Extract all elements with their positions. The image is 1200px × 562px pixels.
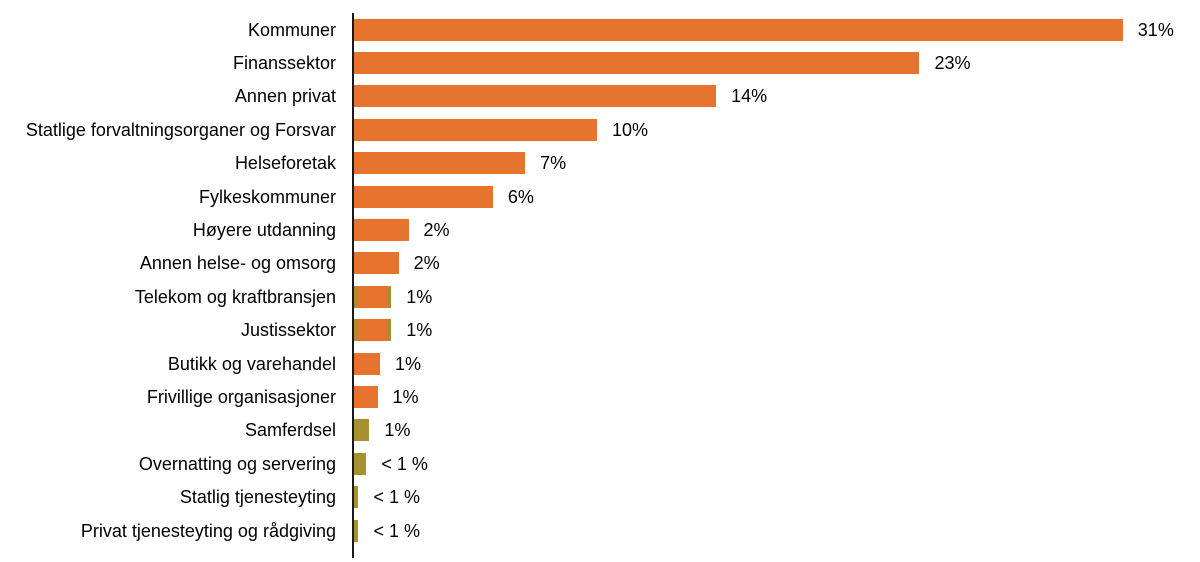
- category-label: Samferdsel: [244, 420, 336, 441]
- chart-row: Privat tjenesteyting og rådgiving < 1 %: [0, 513, 1200, 548]
- chart-row: Høyere utdanning 2%: [0, 213, 1200, 247]
- bar-area: < 1 %: [354, 486, 1200, 509]
- axis-tick: [352, 413, 354, 448]
- category-label: Overnatting og servering: [138, 453, 336, 474]
- axis-tick: [352, 46, 354, 80]
- axis-tick: [352, 179, 354, 214]
- bar-area: 2%: [354, 219, 1200, 242]
- bar: [354, 52, 920, 75]
- category-label: Kommuner: [247, 19, 336, 40]
- bar: [354, 519, 359, 542]
- value-label: < 1 %: [373, 520, 420, 541]
- value-label: 2%: [413, 253, 440, 274]
- value-label: 14%: [731, 86, 768, 107]
- category-label: Justissektor: [240, 320, 336, 341]
- chart-row: Samferdsel 1%: [0, 413, 1200, 448]
- chart-row: Statlige forvaltningsorganer og Forsvar 1…: [0, 113, 1200, 147]
- chart-row: Fylkeskommuner 6%: [0, 179, 1200, 214]
- axis-tick: [352, 146, 354, 180]
- category-label: Telekom og kraftbransjen: [134, 286, 336, 307]
- bar: [354, 219, 409, 242]
- chart-row: Butikk og varehandel 1%: [0, 346, 1200, 381]
- chart-row: Annen privat 14%: [0, 79, 1200, 114]
- axis-tick: [352, 380, 354, 414]
- chart-row: Finanssektor 23%: [0, 46, 1200, 80]
- category-label: Annen helse- og omsorg: [139, 253, 336, 274]
- axis-tick: [352, 313, 354, 347]
- bar-area: 1%: [354, 419, 1200, 442]
- bar-area: < 1 %: [354, 519, 1200, 542]
- axis-bottom-stub: [352, 547, 354, 559]
- bar: [354, 319, 392, 342]
- value-label: 1%: [392, 386, 419, 407]
- axis-tick: [352, 246, 354, 281]
- bar-area: 10%: [354, 118, 1200, 141]
- bar: [354, 85, 717, 108]
- bar-area: 14%: [354, 85, 1200, 108]
- value-label: 23%: [934, 53, 971, 74]
- bar: [354, 352, 381, 375]
- bar-area: 1%: [354, 385, 1200, 408]
- value-label: < 1 %: [381, 453, 428, 474]
- chart-row: Statlig tjenesteyting < 1 %: [0, 480, 1200, 514]
- chart-row: Frivillige organisasjoner 1%: [0, 380, 1200, 414]
- bar: [354, 118, 598, 141]
- bar-area: 23%: [354, 52, 1200, 75]
- value-label: 6%: [507, 186, 534, 207]
- bar: [354, 252, 399, 275]
- bar-area: 1%: [354, 285, 1200, 308]
- value-label: < 1 %: [373, 487, 420, 508]
- category-label: Statlig tjenesteyting: [179, 487, 336, 508]
- axis-tick: [352, 513, 354, 548]
- bar: [354, 18, 1123, 41]
- axis-tick: [352, 480, 354, 514]
- value-label: 1%: [395, 353, 422, 374]
- value-label: 10%: [612, 119, 649, 140]
- axis-tick: [352, 113, 354, 147]
- chart-row: Overnatting og servering < 1 %: [0, 447, 1200, 481]
- category-label: Butikk og varehandel: [167, 353, 336, 374]
- bar-area: 1%: [354, 352, 1200, 375]
- value-label: 1%: [406, 286, 433, 307]
- bar-area: 31%: [354, 18, 1200, 41]
- category-label: Fylkeskommuner: [198, 186, 336, 207]
- bar: [354, 385, 378, 408]
- category-label: Helseforetak: [234, 153, 336, 174]
- chart-row: Justissektor 1%: [0, 313, 1200, 347]
- bar-area: 1%: [354, 319, 1200, 342]
- bar-area: 7%: [354, 152, 1200, 175]
- axis-tick: [352, 79, 354, 114]
- bar: [354, 486, 359, 509]
- axis-tick: [352, 346, 354, 381]
- bar-area: 6%: [354, 185, 1200, 208]
- axis-tick: [352, 447, 354, 481]
- value-label: 7%: [540, 153, 567, 174]
- category-label: Annen privat: [234, 86, 336, 107]
- bar: [354, 185, 493, 208]
- bar: [354, 285, 392, 308]
- axis-tick: [352, 280, 354, 314]
- value-label: 1%: [384, 420, 411, 441]
- value-label: 31%: [1137, 19, 1174, 40]
- bar-area: 2%: [354, 252, 1200, 275]
- axis-tick: [352, 13, 354, 47]
- category-label: Frivillige organisasjoner: [146, 386, 336, 407]
- chart-row: Helseforetak 7%: [0, 146, 1200, 180]
- bar: [354, 152, 526, 175]
- chart-rows: Kommuner 31% Finanssektor 23% Annen privat 14…: [0, 13, 1200, 548]
- bar-area: < 1 %: [354, 452, 1200, 475]
- category-label: Finanssektor: [232, 53, 336, 74]
- value-label: 1%: [406, 320, 433, 341]
- value-label: 2%: [423, 220, 450, 241]
- category-label: Statlige forvaltningsorganer og Forsvar: [25, 119, 336, 140]
- chart-row: Kommuner 31%: [0, 13, 1200, 47]
- category-label: Privat tjenesteyting og rådgiving: [80, 520, 336, 541]
- category-label: Høyere utdanning: [192, 220, 336, 241]
- bar: [354, 452, 367, 475]
- chart-row: Telekom og kraftbransjen 1%: [0, 280, 1200, 314]
- bar: [354, 419, 370, 442]
- chart-row: Annen helse- og omsorg 2%: [0, 246, 1200, 281]
- axis-tick: [352, 213, 354, 247]
